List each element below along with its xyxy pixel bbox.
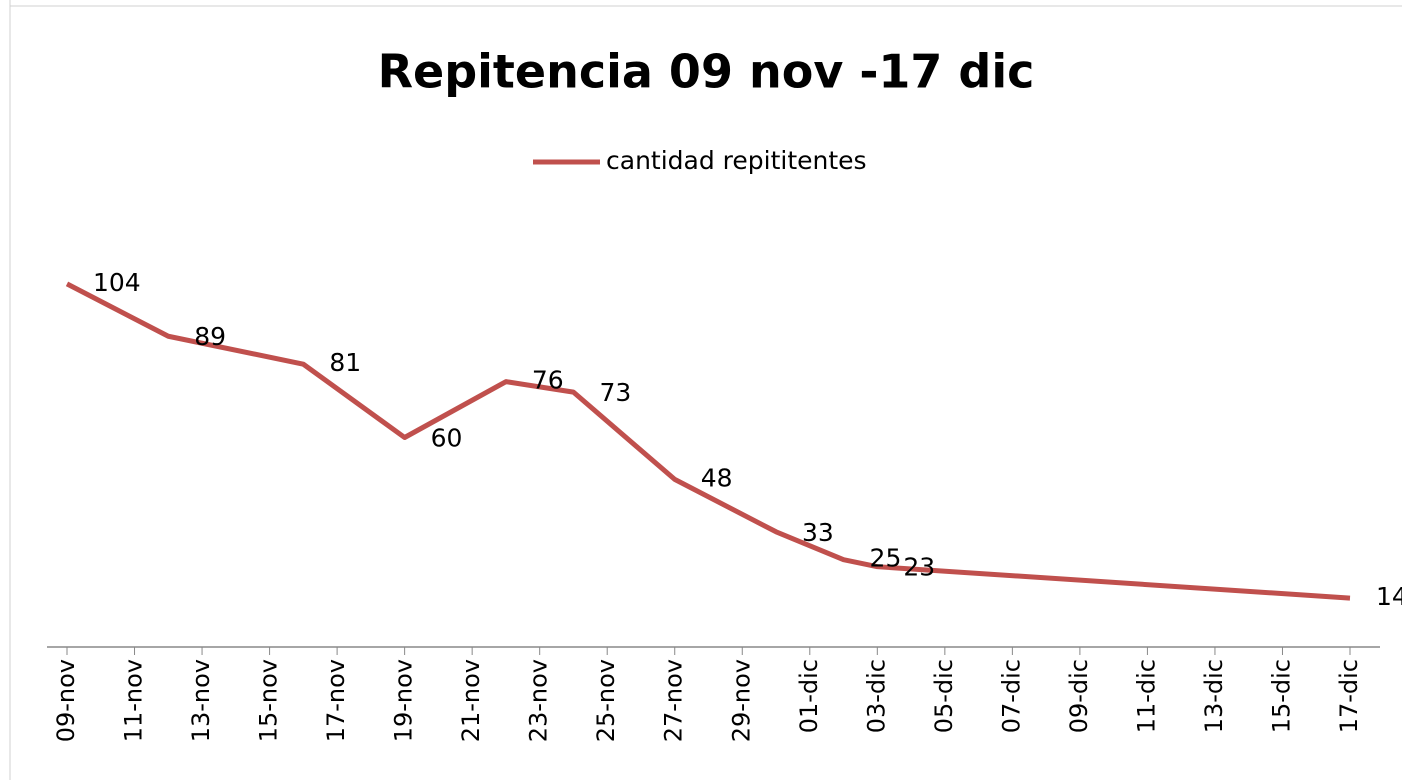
x-tick-label: 19-nov (390, 659, 418, 742)
data-label: 73 (599, 378, 631, 407)
data-label: 48 (701, 463, 733, 492)
x-tick-label: 15-dic (1267, 659, 1295, 733)
x-tick-label: 29-nov (727, 659, 755, 742)
x-tick-label: 17-nov (322, 659, 350, 742)
data-label: 89 (194, 322, 226, 351)
x-tick-label: 15-nov (255, 659, 283, 742)
line (65, 281, 1351, 601)
legend-label: cantidad repititentes (606, 146, 867, 175)
x-tick-label: 01-dic (795, 659, 823, 733)
data-label: 76 (532, 366, 564, 395)
x-tick-label: 09-nov (52, 659, 80, 742)
data-label: 23 (903, 553, 935, 582)
x-tick-label: 13-nov (187, 659, 215, 742)
data-label: 104 (93, 268, 141, 297)
x-tick-label: 07-dic (997, 659, 1025, 733)
data-label: 25 (870, 544, 902, 573)
data-label: 33 (802, 518, 834, 547)
x-tick-label: 05-dic (930, 659, 958, 733)
x-tick-label: 27-nov (660, 659, 688, 742)
x-tick-label: 11-nov (120, 659, 148, 742)
x-tick-label: 25-nov (592, 659, 620, 742)
data-label: 60 (431, 424, 463, 453)
data-label: 81 (329, 348, 361, 377)
x-tick-label: 23-nov (525, 659, 553, 742)
x-tick-label: 03-dic (862, 659, 890, 733)
x-tick-label: 21-nov (457, 659, 485, 742)
x-tick-label: 11-dic (1132, 659, 1160, 733)
x-tick-label: 09-dic (1065, 659, 1093, 733)
x-tick-label: 13-dic (1200, 659, 1228, 733)
x-tick-label: 17-dic (1335, 659, 1363, 733)
data-label: 14 (1376, 582, 1402, 611)
chart-title: Repitencia 09 nov -17 dic (378, 45, 1035, 99)
